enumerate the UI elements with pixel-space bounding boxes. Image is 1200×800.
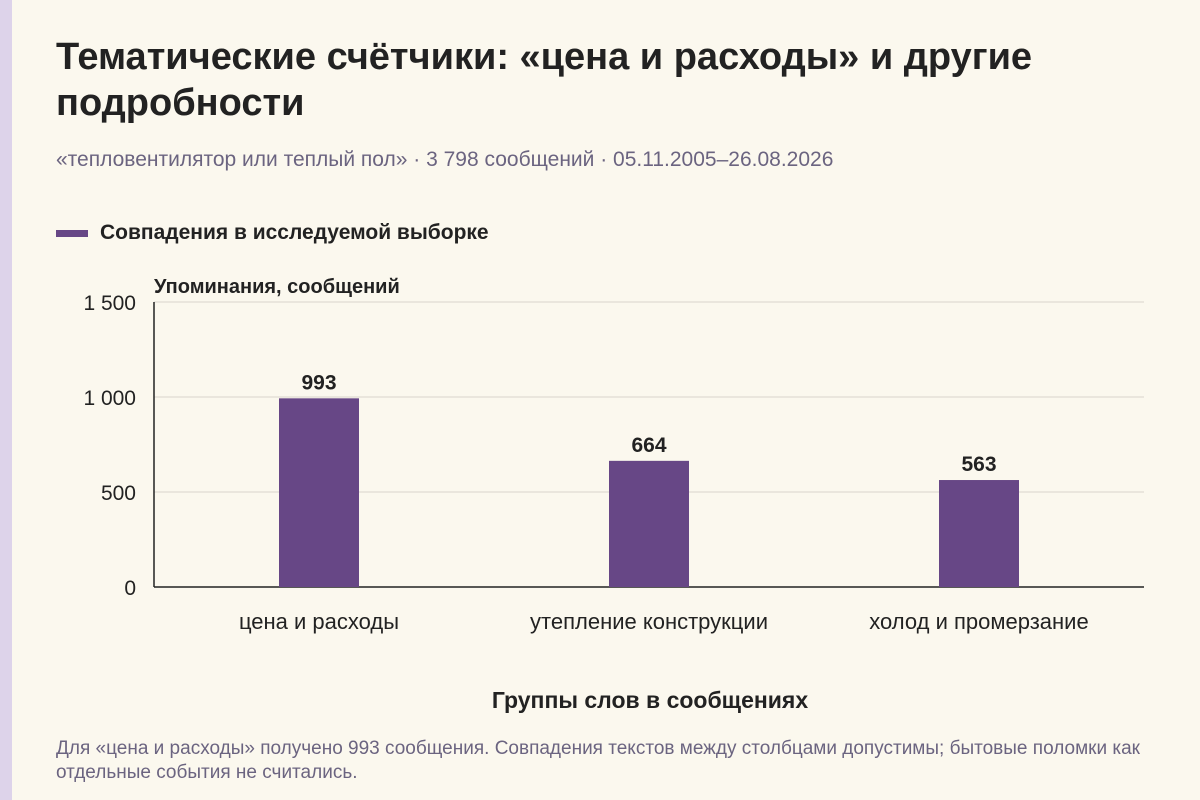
y-tick-label: 500 [101,482,136,505]
legend: Совпадения в исследуемой выборке [56,218,489,248]
bar-value-label: 993 [301,371,336,394]
bar [279,398,359,587]
y-tick-label: 1 000 [83,387,136,410]
footnote: Для «цена и расходы» получено 993 сообще… [56,738,1140,783]
y-axis-label: Упоминания, сообщений [154,276,400,298]
x-axis-label: Группы слов в сообщениях [492,687,808,713]
x-tick-label: холод и промерзание [869,609,1088,634]
legend-label: Совпадения в исследуемой выборке [100,221,489,244]
accent-strip [0,0,12,800]
bar-value-label: 563 [961,453,996,476]
chart-title: Тематические счётчики: «цена и расходы» … [56,36,1033,124]
legend-swatch [56,229,88,237]
x-tick-label: цена и расходы [239,609,399,634]
chart-subtitle: «тепловентилятор или теплый пол» · 3 798… [56,148,834,171]
x-tick-label: утепление конструкции [530,609,768,634]
y-tick-label: 0 [124,577,136,600]
bar [609,460,689,587]
y-tick-label: 1 500 [83,292,136,315]
bar [939,480,1019,587]
bar-value-label: 664 [631,434,666,457]
